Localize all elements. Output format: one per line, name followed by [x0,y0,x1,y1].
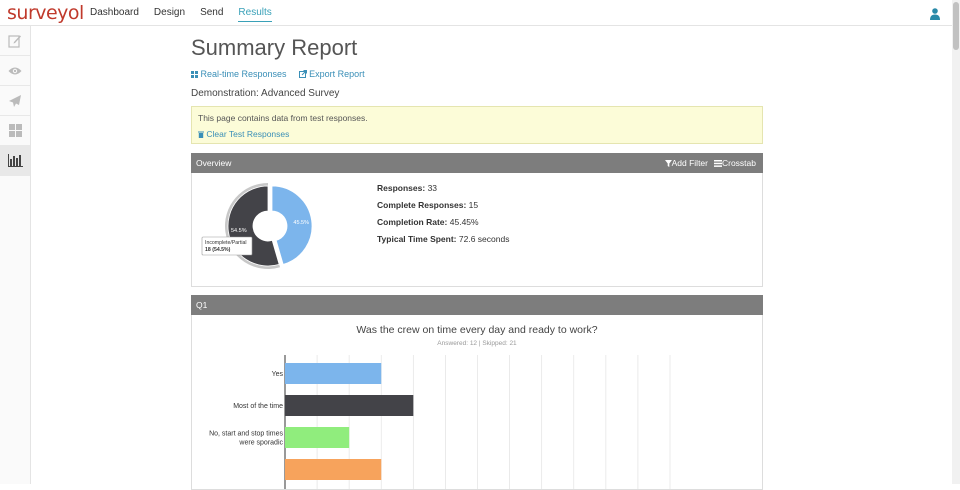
category-tick-label: Yes [272,371,284,378]
edit-icon [8,34,21,48]
bar[interactable] [285,395,414,416]
export-report-label: Export Report [309,69,365,79]
stat-typical-time: Typical Time Spent: 72.6 seconds [377,234,509,244]
stat-label: Typical Time Spent: [377,234,457,244]
tooltip-label: Incomplete/Partial [205,240,247,246]
crosstab-button[interactable]: Crosstab [713,158,756,168]
nav-design[interactable]: Design [153,7,186,18]
report-links: Real-time Responses Export Report [191,69,763,79]
notice-text: This page contains data from test respon… [198,113,368,123]
stat-label: Complete Responses: [377,200,467,210]
realtime-responses-link[interactable]: Real-time Responses [191,69,287,79]
realtime-responses-label: Real-time Responses [200,69,287,79]
sidebar-item-results[interactable] [0,146,30,176]
export-report-link[interactable]: Export Report [298,69,365,79]
sidebar [0,26,31,484]
stat-label: Completion Rate: [377,217,448,227]
slice-complete[interactable] [271,185,313,265]
bar[interactable] [285,427,350,448]
eye-icon [8,67,22,74]
slice-data-label: 54.5% [231,228,247,234]
sidebar-item-preview[interactable] [0,56,30,86]
external-link-icon [298,70,307,78]
list-icon [713,160,722,167]
sidebar-item-send[interactable] [0,86,30,116]
main-content: Summary Report Real-time Responses Expor… [191,30,763,490]
crosstab-label: Crosstab [721,158,756,168]
bar-chart-icon [7,154,23,167]
answered-skipped: Answered: 12 | Skipped: 21 [437,340,517,347]
main-nav: Dashboard Design Send Results [90,7,272,22]
scrollbar-thumb[interactable] [953,2,959,50]
test-responses-notice: This page contains data from test respon… [191,106,763,144]
add-filter-button[interactable]: Add Filter [664,158,708,168]
overview-stats: Responses: 33 Complete Responses: 15 Com… [377,183,509,251]
send-icon [9,94,21,107]
page-title: Summary Report [191,35,358,60]
grid-icon [191,71,198,78]
stat-value: 72.6 seconds [458,234,510,244]
q1-header: Q1 [191,295,763,315]
clear-test-responses-link[interactable]: Clear Test Responses [198,129,756,139]
overview-title: Overview [196,158,232,168]
top-navbar: surveyol Dashboard Design Send Results [0,0,952,26]
nav-send[interactable]: Send [200,7,224,18]
overview-panel: Overview Add Filter Crosstab 45.5% 54.5% I… [191,153,763,287]
bar[interactable] [285,363,382,384]
category-tick-label: No, start and stop times [209,431,283,438]
stat-value: 45.45% [449,217,479,227]
nav-results[interactable]: Results [238,7,272,22]
stat-complete-responses: Complete Responses: 15 [377,200,509,210]
dashboard-icon [8,124,22,137]
stat-value: 15 [468,200,479,210]
filter-icon [664,160,672,167]
sidebar-item-dashboard[interactable] [0,116,30,146]
q1-panel: Q1 Was the crew on time every day and re… [191,295,763,490]
overview-header: Overview Add Filter Crosstab [191,153,763,173]
nav-dashboard[interactable]: Dashboard [90,7,139,18]
stat-completion-rate: Completion Rate: 45.45% [377,217,509,227]
clear-test-responses-label: Clear Test Responses [206,129,290,139]
sidebar-item-design[interactable] [0,26,30,56]
q1-body: Was the crew on time every day and ready… [191,315,763,490]
slice-data-label: 45.5% [293,220,309,226]
q1-bar-chart: Yes Most of the time No, start and stop ti… [209,355,671,489]
stat-value: 33 [427,183,438,193]
user-icon[interactable] [930,8,940,20]
stat-responses: Responses: 33 [377,183,509,193]
trash-icon [198,131,204,138]
q1-title: Q1 [196,300,208,310]
bar[interactable] [285,459,382,480]
overview-body: 45.5% 54.5% Incomplete/Partial 18 (54.5%) R… [191,173,763,287]
tooltip-value: 18 (54.5%) [205,247,231,253]
scrollbar[interactable] [952,0,960,484]
stat-label: Responses: [377,183,426,193]
category-tick-label: Most of the time [233,403,283,410]
question-text: Was the crew on time every day and ready… [356,324,598,336]
survey-name: Demonstration: Advanced Survey [191,88,340,99]
app-logo[interactable]: surveyol [7,2,84,24]
category-tick-label: were sporadic [238,440,283,447]
add-filter-label: Add Filter [671,158,708,168]
